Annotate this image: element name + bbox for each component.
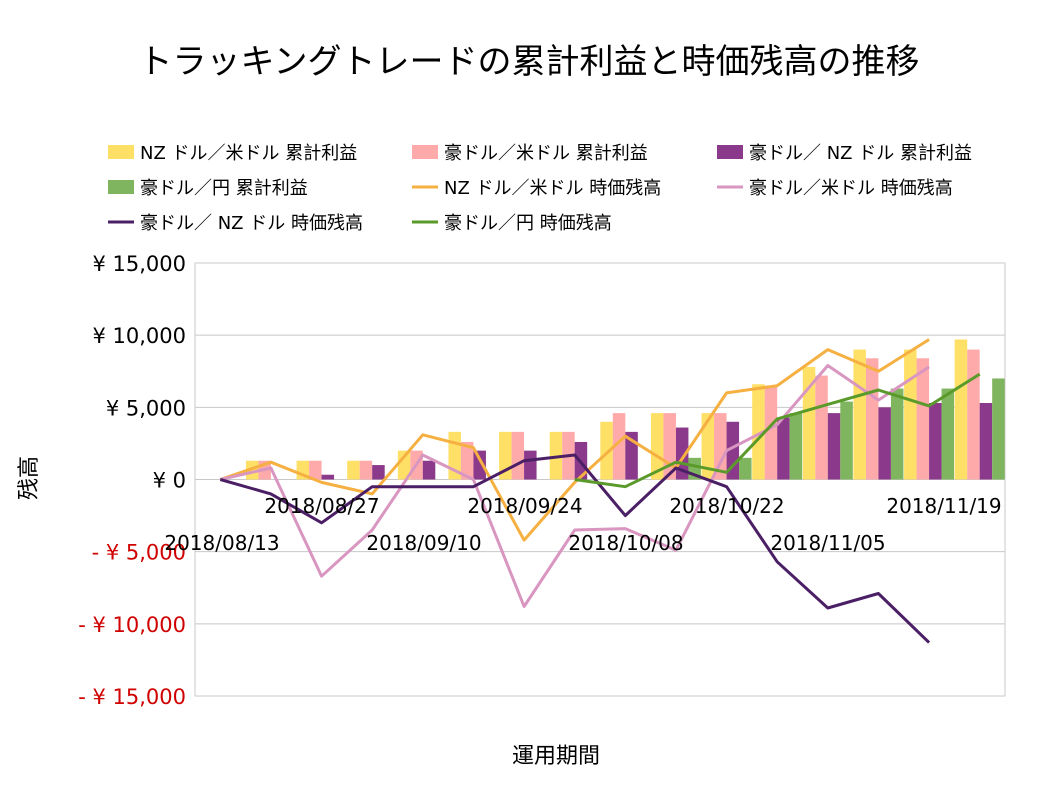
plot-frame [194,262,1006,697]
bar [752,384,765,480]
bar [612,413,626,480]
legend-label: 豪ドル／円 時価残高 [444,213,612,234]
bar [524,450,537,480]
series-line [219,338,930,542]
y-tick-label: ¥ 0 [153,469,186,493]
bar [904,349,917,480]
bar [372,465,385,480]
legend-label: 豪ドル／米ドル 累計利益 [444,143,648,164]
bar [777,417,790,480]
bar [473,450,486,480]
legend-swatch [108,145,134,159]
bar [359,460,373,480]
legend-label: 豪ドル／円 累計利益 [140,178,308,199]
bar [789,413,803,480]
bar [460,441,474,480]
bar [827,413,841,480]
bars [245,339,1005,480]
y-tick-labels: ¥ 15,000 ¥ 10,000 ¥ 5,000 ¥ 0 - ¥ 5,000 - ¥ 1… [78,252,186,709]
x-tick-labels: 2018/08/27 2018/09/24 2018/10/22 2018/11/19… [164,494,1001,555]
bar [954,339,968,480]
y-tick-label: ¥ 10,000 [92,324,186,348]
bar [675,427,689,480]
bar [701,413,715,480]
x-tick-label: 2018/10/22 [669,494,784,518]
legend-label: NZ ドル／米ドル 時価残高 [444,178,661,199]
legend-swatch [412,145,438,159]
x-axis-label: 運用期間 [512,744,600,769]
x-tick-label: 2018/08/13 [164,531,279,555]
bar [802,366,816,480]
bar [916,358,930,480]
chart-title: トラッキングトレードの累計利益と時価残高の推移 [138,42,920,82]
bar [992,378,1005,480]
bar [764,385,778,480]
bar [650,413,664,480]
bar [511,431,525,480]
bar [422,460,436,480]
bar [890,388,904,480]
bar [967,349,980,480]
legend-label: 豪ドル／ NZ ドル 時価残高 [140,213,363,234]
bar [878,407,891,480]
legend-label: 豪ドル／ NZ ドル 累計利益 [749,143,972,164]
bar [941,388,955,480]
bar [714,413,727,480]
series-line [219,453,931,644]
bar [726,421,740,480]
x-tick-label: 2018/09/24 [467,494,582,518]
bar [347,460,360,480]
bar [321,474,335,480]
y-tick-label: - ¥ 5,000 [92,541,186,565]
y-axis-label: 残高 [17,456,42,500]
bar [397,450,411,480]
legend-label: 豪ドル／米ドル 時価残高 [749,178,953,199]
legend-swatch [108,180,134,194]
x-tick-label: 2018/11/05 [770,531,885,555]
bar [815,375,828,480]
x-tick-label: 2018/09/10 [366,531,481,555]
bar [853,349,866,480]
x-tick-label: 2018/10/08 [568,531,683,555]
bar [600,421,613,480]
bar [929,403,942,480]
bar [739,457,752,480]
legend-swatch [717,145,743,159]
series-line [574,372,981,489]
legend: NZ ドル／米ドル 累計利益 豪ドル／米ドル 累計利益 豪ドル／ NZ ドル 累計利… [108,143,972,234]
y-tick-label: ¥ 15,000 [92,252,186,276]
y-tick-label: ¥ 5,000 [106,396,186,420]
x-tick-label: 2018/11/19 [886,494,1001,518]
legend-label: NZ ドル／米ドル 累計利益 [140,143,357,164]
series-line [219,364,930,608]
bar [865,358,879,480]
x-tick-label: 2018/08/27 [264,494,379,518]
y-tick-label: - ¥ 15,000 [78,685,186,709]
y-tick-label: - ¥ 10,000 [78,613,186,637]
lines [219,338,981,644]
bar [979,403,993,480]
bar [309,460,322,480]
bar [840,401,853,480]
